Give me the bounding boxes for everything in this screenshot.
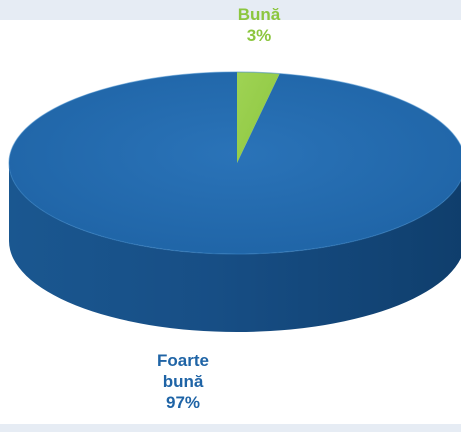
data-label-foarte-buna-line2: bună [162,372,204,391]
data-label-buna-percent: 3% [246,26,272,45]
pie-side [9,163,461,332]
data-label-foarte-buna: Foarte bună 97% [138,350,228,413]
top-band [0,0,461,20]
data-label-buna-category: Bună [237,5,281,24]
data-label-foarte-buna-line1: Foarte [157,351,209,370]
data-label-buna: Bună 3% [219,4,299,46]
pie-slice-buna [237,72,280,163]
pie-slice-foarte-buna [9,72,461,254]
pie-rim [8,71,461,255]
data-label-foarte-buna-percent: 97% [165,393,201,412]
bottom-band [0,424,461,432]
